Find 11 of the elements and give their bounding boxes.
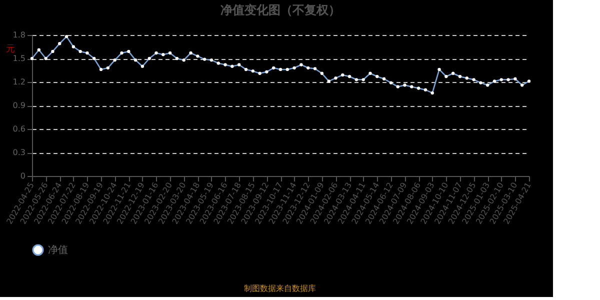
- text: 制图数据来自数据库: [244, 284, 316, 293]
- y-tick-label: 1.8: [12, 30, 26, 40]
- chart-title: 净值变化图（不复权）: [220, 3, 340, 17]
- y-tick-label: 1.5: [12, 54, 26, 63]
- y-tick-label: 0.6: [12, 124, 26, 134]
- legend-label: 净值: [48, 244, 68, 256]
- y-tick-label: 0: [20, 172, 26, 180]
- y-tick-label: 1.2: [12, 78, 26, 86]
- y-axis-title: 元: [6, 44, 15, 54]
- y-tick-label: 0.3: [12, 148, 26, 157]
- y-tick-label: 0.9: [12, 101, 26, 110]
